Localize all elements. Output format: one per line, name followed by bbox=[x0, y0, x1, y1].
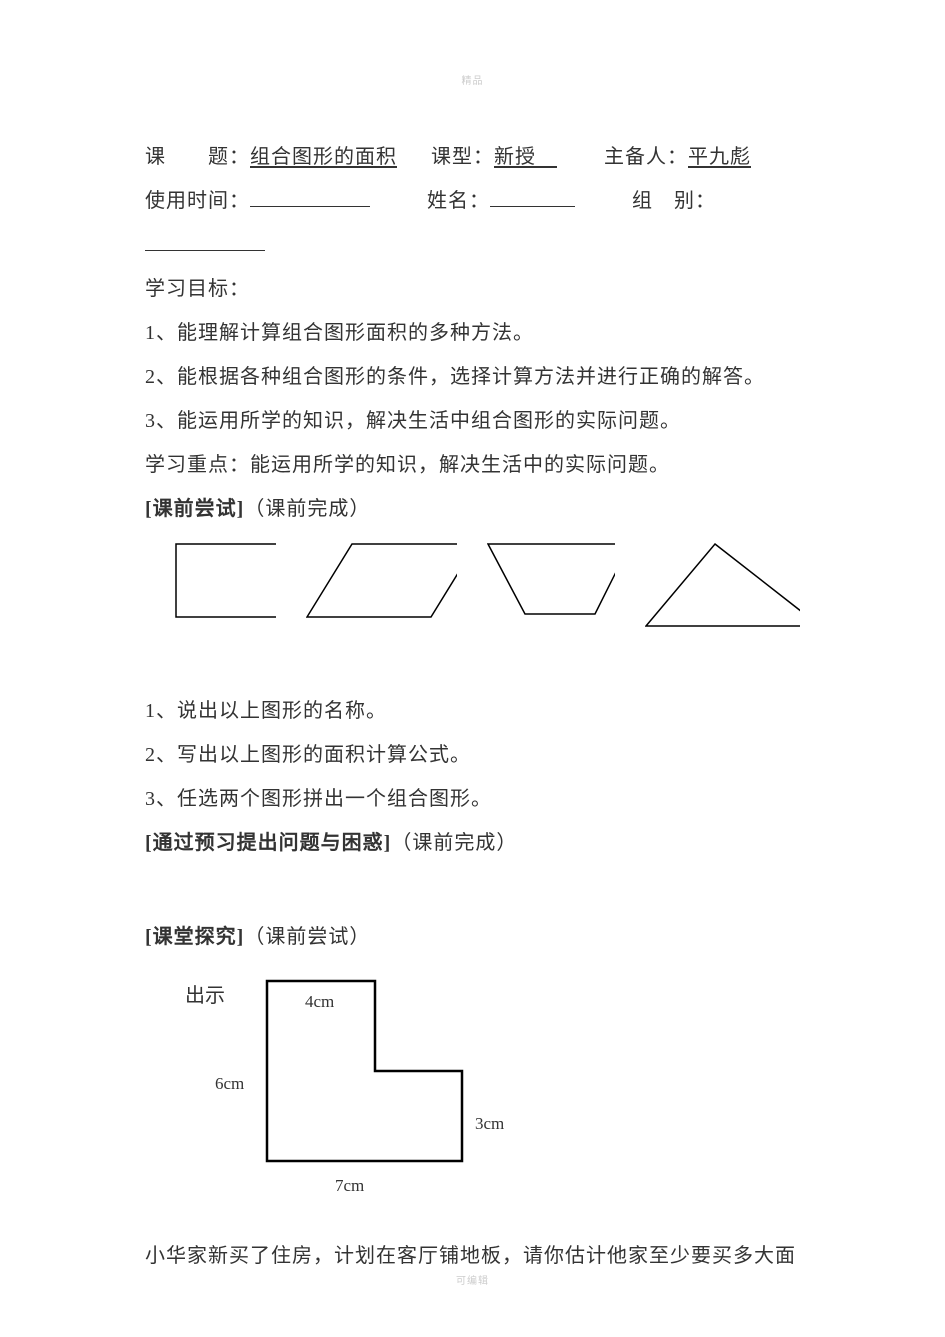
preview-heading: [通过预习提出问题与困惑]（课前完成） bbox=[145, 821, 800, 865]
pretry-title: [课前尝试] bbox=[145, 498, 244, 520]
header-row-1: 课 题：组合图形的面积 课型：新授 主备人：平九彪 bbox=[145, 135, 800, 179]
l-shape-figure: 出示 4cm 6cm 3cm 7cm bbox=[190, 974, 800, 1214]
explore-heading: [课堂探究]（课前尝试） bbox=[145, 915, 800, 959]
pretry-task-2: 2、写出以上图形的面积计算公式。 bbox=[145, 733, 800, 777]
preview-note: （课前完成） bbox=[391, 832, 517, 854]
objective-3: 3、能运用所学的知识，解决生活中组合图形的实际问题。 bbox=[145, 399, 800, 443]
show-label: 出示 bbox=[185, 979, 225, 1008]
shapes-row bbox=[175, 541, 800, 629]
focus-line: 学习重点：能运用所学的知识，解决生活中的实际问题。 bbox=[145, 443, 800, 487]
page-content: 课 题：组合图形的面积 课型：新授 主备人：平九彪 使用时间： 姓名： 组 别：… bbox=[0, 0, 945, 1318]
explore-title: [课堂探究] bbox=[145, 926, 244, 948]
group-blank[interactable] bbox=[145, 231, 265, 251]
parallelogram-shape bbox=[306, 541, 457, 623]
topic-label: 课 题： bbox=[145, 146, 250, 168]
dim-top: 4cm bbox=[305, 992, 334, 1012]
type-value: 新授 bbox=[494, 146, 536, 168]
name-blank[interactable] bbox=[490, 187, 575, 207]
focus-label: 学习重点： bbox=[145, 454, 250, 476]
pretry-note: （课前完成） bbox=[244, 498, 370, 520]
header-row-2: 使用时间： 姓名： 组 别： bbox=[145, 179, 800, 267]
explore-note: （课前尝试） bbox=[244, 926, 370, 948]
pretry-heading: [课前尝试]（课前完成） bbox=[145, 487, 800, 531]
watermark-top: 精品 bbox=[0, 72, 945, 87]
objectives-title: 学习目标： bbox=[145, 267, 800, 311]
watermark-bottom: 可编辑 bbox=[0, 1272, 945, 1287]
preview-title: [通过预习提出问题与困惑] bbox=[145, 832, 391, 854]
triangle-shape bbox=[645, 541, 801, 629]
objective-1: 1、能理解计算组合图形面积的多种方法。 bbox=[145, 311, 800, 355]
preparer-value: 平九彪 bbox=[688, 146, 751, 168]
trapezoid-shape bbox=[487, 541, 614, 623]
preparer-label: 主备人： bbox=[604, 146, 688, 168]
objective-2: 2、能根据各种组合图形的条件，选择计算方法并进行正确的解答。 bbox=[145, 355, 800, 399]
usage-time-blank[interactable] bbox=[250, 187, 370, 207]
name-label: 姓名： bbox=[427, 190, 490, 212]
rectangle-shape bbox=[175, 541, 276, 623]
type-blank-pad bbox=[536, 146, 557, 168]
dim-bottom: 7cm bbox=[335, 1176, 364, 1196]
dim-right: 3cm bbox=[475, 1114, 504, 1134]
pretry-task-1: 1、说出以上图形的名称。 bbox=[145, 689, 800, 733]
topic-value: 组合图形的面积 bbox=[250, 146, 397, 168]
dim-left: 6cm bbox=[215, 1074, 244, 1094]
group-label: 组 别： bbox=[632, 190, 716, 212]
pretry-task-3: 3、任选两个图形拼出一个组合图形。 bbox=[145, 777, 800, 821]
focus-text: 能运用所学的知识，解决生活中的实际问题。 bbox=[250, 454, 670, 476]
usage-time-label: 使用时间： bbox=[145, 190, 250, 212]
type-label: 课型： bbox=[431, 146, 494, 168]
l-shape-svg bbox=[265, 979, 475, 1179]
